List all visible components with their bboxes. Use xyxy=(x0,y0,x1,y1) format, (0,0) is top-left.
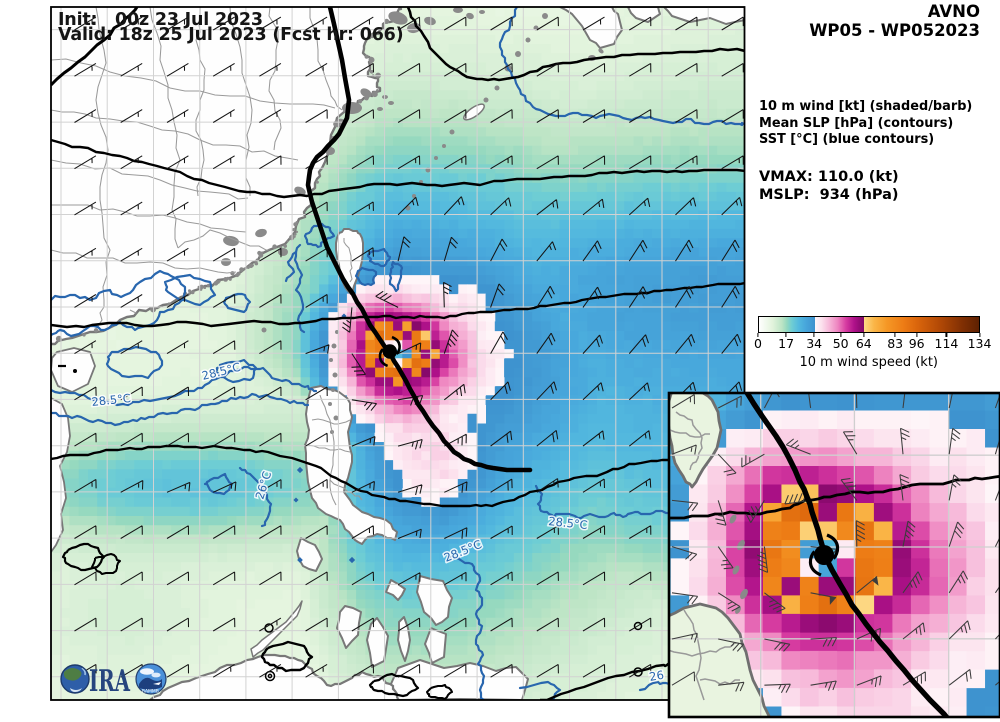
cira-rammb-logo: IRA RAMMB xyxy=(60,663,167,699)
hurricane-symbol-inset xyxy=(808,533,840,577)
colorbar-tick-mark xyxy=(978,333,981,337)
hurricane-symbol-main xyxy=(378,335,401,368)
colorbar-tick-mark xyxy=(757,333,759,337)
legend-block: 10 m wind [kt] (shaded/barb) Mean SLP [hP… xyxy=(759,99,972,149)
legend-wind: 10 m wind [kt] (shaded/barb) xyxy=(759,99,973,114)
main-map-border xyxy=(50,6,746,701)
legend-slp: Mean SLP [hPa] (contours) xyxy=(759,115,954,131)
colorbar-tick-mark xyxy=(945,333,948,337)
land-coastlines xyxy=(51,7,745,700)
vmax-value: VMAX: 110.0 (kt) xyxy=(759,169,899,185)
colorbar-tick-label: 34 xyxy=(806,336,823,351)
vitals-block: VMAX: 110.0 (kt) MSLP: 934 (hPa) xyxy=(759,169,899,204)
inset-border xyxy=(667,391,1000,719)
valid-line: Valid: 18z 25 Jul 2023 (Fcst hr: 066) xyxy=(58,25,404,46)
sst-label: 28.5°C xyxy=(91,391,132,409)
init-valid-overlay: Init: 00z 23 Jul 2023 Valid: 18z 25 Jul 2… xyxy=(58,9,404,46)
inset-track xyxy=(744,393,950,717)
graticule xyxy=(51,7,745,700)
legend-sst: SST [°C] (blue contours) xyxy=(759,132,935,148)
colorbar-tick-label: 64 xyxy=(855,336,872,351)
colorbar-tick-label: 134 xyxy=(967,336,992,351)
colorbar-ticks: 0 17 34 50 64 83 96 114 134 xyxy=(754,333,991,351)
colorbar-tick-label: 0 xyxy=(754,336,762,351)
inset-graticule xyxy=(669,393,1000,717)
colorbar-tick-label: 17 xyxy=(778,336,795,351)
inset-slp-contour xyxy=(669,474,1000,520)
model-name: AVNO xyxy=(927,2,980,21)
sst-label: 26 xyxy=(648,668,665,684)
inset-land xyxy=(669,393,772,717)
init-line: Init: 00z 23 Jul 2023 xyxy=(58,9,263,30)
colorbar-tick-mark xyxy=(916,333,918,337)
colorbar-tick-mark xyxy=(840,333,842,337)
cira-text: IRA xyxy=(89,664,130,699)
colorbar-tick-mark xyxy=(863,333,865,337)
sst-label: 28.5°C xyxy=(548,514,589,532)
colorbar-label: 10 m wind speed (kt) xyxy=(799,355,938,370)
title-panel: AVNO WP05 - WP052023 xyxy=(809,2,980,40)
colorbar-tick-label: 114 xyxy=(934,336,959,351)
colorbar-gradient xyxy=(758,316,980,333)
colorbar-tick-label: 96 xyxy=(908,336,925,351)
storm-id: WP05 - WP052023 xyxy=(809,21,980,40)
colorbar-tick-mark xyxy=(785,333,787,337)
forecast-track xyxy=(305,7,533,473)
colorbar-tick-mark xyxy=(894,333,896,337)
rammb-text: RAMMB xyxy=(142,689,159,695)
colorbar-tick-label: 50 xyxy=(832,336,849,351)
inset-content xyxy=(669,393,1000,717)
mslp-value: MSLP: 934 (hPa) xyxy=(759,186,899,203)
colorbar: 0 17 34 50 64 83 96 114 134 10 m wind speed (kt) xyxy=(754,316,991,370)
colorbar-tick-label: 83 xyxy=(887,336,904,351)
colorbar-tick-mark xyxy=(813,333,815,337)
